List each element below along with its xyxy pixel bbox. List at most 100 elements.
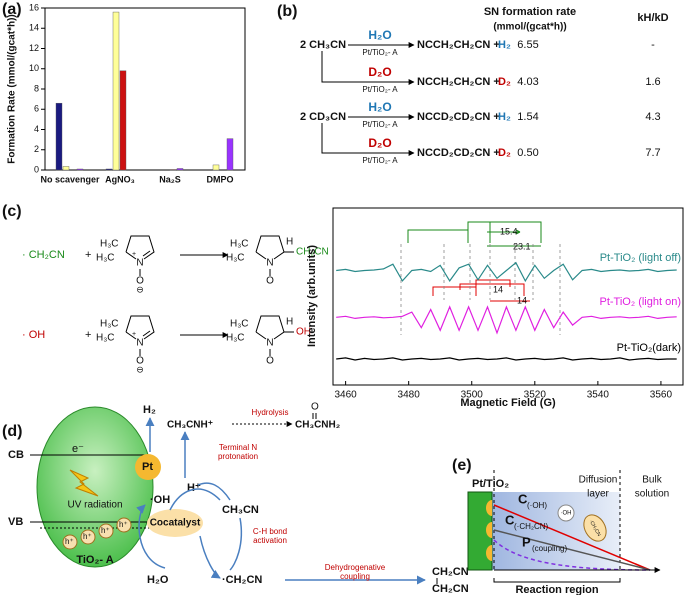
ring-bond xyxy=(255,235,285,260)
panel-e-text: (·OH) xyxy=(527,501,547,510)
panel-d-ellipse xyxy=(36,406,154,568)
oxygen: O xyxy=(266,276,274,287)
epr-trace xyxy=(336,261,677,283)
panel-d-text: h⁺ xyxy=(83,532,92,541)
methyl: H₃C xyxy=(100,239,119,250)
y-tick-label: 4 xyxy=(34,124,39,134)
panel-e-line xyxy=(493,529,651,571)
substituent: OH xyxy=(296,327,311,338)
x-tick-label: 3480 xyxy=(398,390,421,401)
panel-d-text: coupling xyxy=(340,572,370,581)
x-tick-label: 3460 xyxy=(334,390,357,401)
panel-d-text: Terminal N xyxy=(219,443,257,452)
x-tick-label: No scavenger xyxy=(40,174,100,184)
bar xyxy=(176,168,184,171)
panel-a: (a) Formation Rate (mmol/(gcat*h)) 0 2 4 6 8… xyxy=(2,1,246,184)
methyl: H₃C xyxy=(226,333,245,344)
x-tick-label: AgNO₃ xyxy=(105,174,135,184)
gas: D₂ xyxy=(498,76,511,88)
panel-c-text: + xyxy=(85,329,91,341)
epr-chart-g xyxy=(407,221,542,247)
y-tick-label: 0 xyxy=(34,164,39,174)
double-bond xyxy=(142,330,151,337)
panel-d-g-path xyxy=(197,482,231,501)
y-tick-label: 14 xyxy=(29,23,39,33)
panel-e-text: C xyxy=(505,512,515,527)
nitrogen: N xyxy=(266,258,273,269)
bar xyxy=(119,70,127,171)
panel-e-text: ·OH xyxy=(561,511,572,517)
panel-e-text: (e) xyxy=(452,457,472,474)
panel-a-text: (a) xyxy=(2,1,22,18)
panel-e-line xyxy=(493,504,651,571)
panel-a-text: Formation Rate (mmol/(gcat*h)) xyxy=(7,14,18,163)
kh-kd: 1.6 xyxy=(645,76,660,88)
panel-c: (c) · CH₂CN · OH + + xyxy=(2,203,229,341)
y-tick-label: 6 xyxy=(34,104,39,114)
panel-d-text: e⁻ xyxy=(72,443,84,455)
epr-chart-rect xyxy=(332,207,684,386)
panel-d-g-path xyxy=(229,517,242,571)
ring-bond xyxy=(255,315,285,340)
panel-e-text: Pt/TiO₂ xyxy=(472,478,509,490)
panel-d-text: ·CH₂CN xyxy=(222,574,262,586)
panel-d-ellipse xyxy=(147,509,203,537)
rate: 4.03 xyxy=(517,76,538,88)
panel-d-text: H⁺ xyxy=(187,482,201,494)
epr-chart-text: Magnetic Field (G) xyxy=(460,397,556,409)
panel-d-text: UV radiation xyxy=(67,500,122,511)
legend-label: Pt-TiO₂(dark) xyxy=(617,342,681,354)
epr-chart-text: 23.1 xyxy=(513,241,531,251)
bar xyxy=(169,169,177,171)
charge: ⊖ xyxy=(136,284,144,294)
gas: H₂ xyxy=(498,39,511,51)
nitrogen: N xyxy=(136,258,143,269)
panel-b-path xyxy=(321,123,415,156)
epr-chart-g xyxy=(432,279,530,302)
nitrogen: N xyxy=(266,338,273,349)
panel-d-text: O xyxy=(311,402,319,413)
x-tick-label: 3500 xyxy=(461,390,484,401)
panel-d-text: h⁺ xyxy=(119,520,128,529)
epr-chart-text: 15.4 xyxy=(500,226,518,236)
panel-d-g-circle xyxy=(80,529,96,545)
product: NCCD₂CD₂CN + xyxy=(417,111,500,123)
panel-d-text: ·OH xyxy=(150,494,170,506)
panel-d: (d) CB VB e⁻ Pt UV radiation h⁺ h⁺ h⁺ h⁺… xyxy=(2,402,469,595)
panel-b-text: 2 CH₃CN xyxy=(300,39,346,51)
panel-d-text: TiO₂- A xyxy=(76,554,113,566)
panel-b-text: (mmol/(gcat*h)) xyxy=(493,22,566,33)
epr-chart-g-path xyxy=(432,279,530,302)
panel-b-path xyxy=(321,51,415,85)
panel-c-text: · OH xyxy=(22,329,45,341)
panel-d-text: H₂ xyxy=(143,404,156,416)
panel-b-text: (b) xyxy=(277,3,297,20)
epr-chart-text: 14 xyxy=(517,295,527,305)
panel-d-g xyxy=(136,417,242,579)
panel-d-text: Cocatalyst xyxy=(150,518,201,529)
panel-d-text: CH₂CN xyxy=(432,583,469,595)
panel-d-circle xyxy=(135,454,161,480)
product: NCCH₂CH₂CN + xyxy=(417,76,500,88)
reagent: H₂O xyxy=(368,100,391,114)
panel-e-text: Diffusion xyxy=(579,475,618,486)
panel-e-g-path xyxy=(486,522,492,538)
bar xyxy=(62,166,70,171)
panel-b-text: kH/kD xyxy=(637,12,668,24)
panel-d-text: Dehydrogenative xyxy=(325,563,386,572)
x-tick-label: DMPO xyxy=(207,174,234,184)
panel-d-g-path xyxy=(199,535,221,579)
epr-chart-text: Intensity (arb.units) xyxy=(306,245,318,347)
panel-d-text: H₂O xyxy=(147,574,169,586)
panel-e: (e) Pt/TiO₂ C (·OH) C (·CH₂CN) P (coupli… xyxy=(452,457,669,595)
y-tick-label: 10 xyxy=(29,63,39,73)
panel-d-g-path xyxy=(169,488,221,511)
methyl: H₃C xyxy=(96,253,115,264)
reagent: H₂O xyxy=(368,28,391,42)
catalyst: Pt/TiO₂- A xyxy=(362,156,398,165)
product: NCCH₂CH₂CN + xyxy=(417,39,500,51)
panel-c-text: (c) xyxy=(2,203,22,220)
double-bond xyxy=(142,250,151,257)
product: NCCD₂CD₂CN + xyxy=(417,147,500,159)
panel-e-g xyxy=(486,500,492,561)
